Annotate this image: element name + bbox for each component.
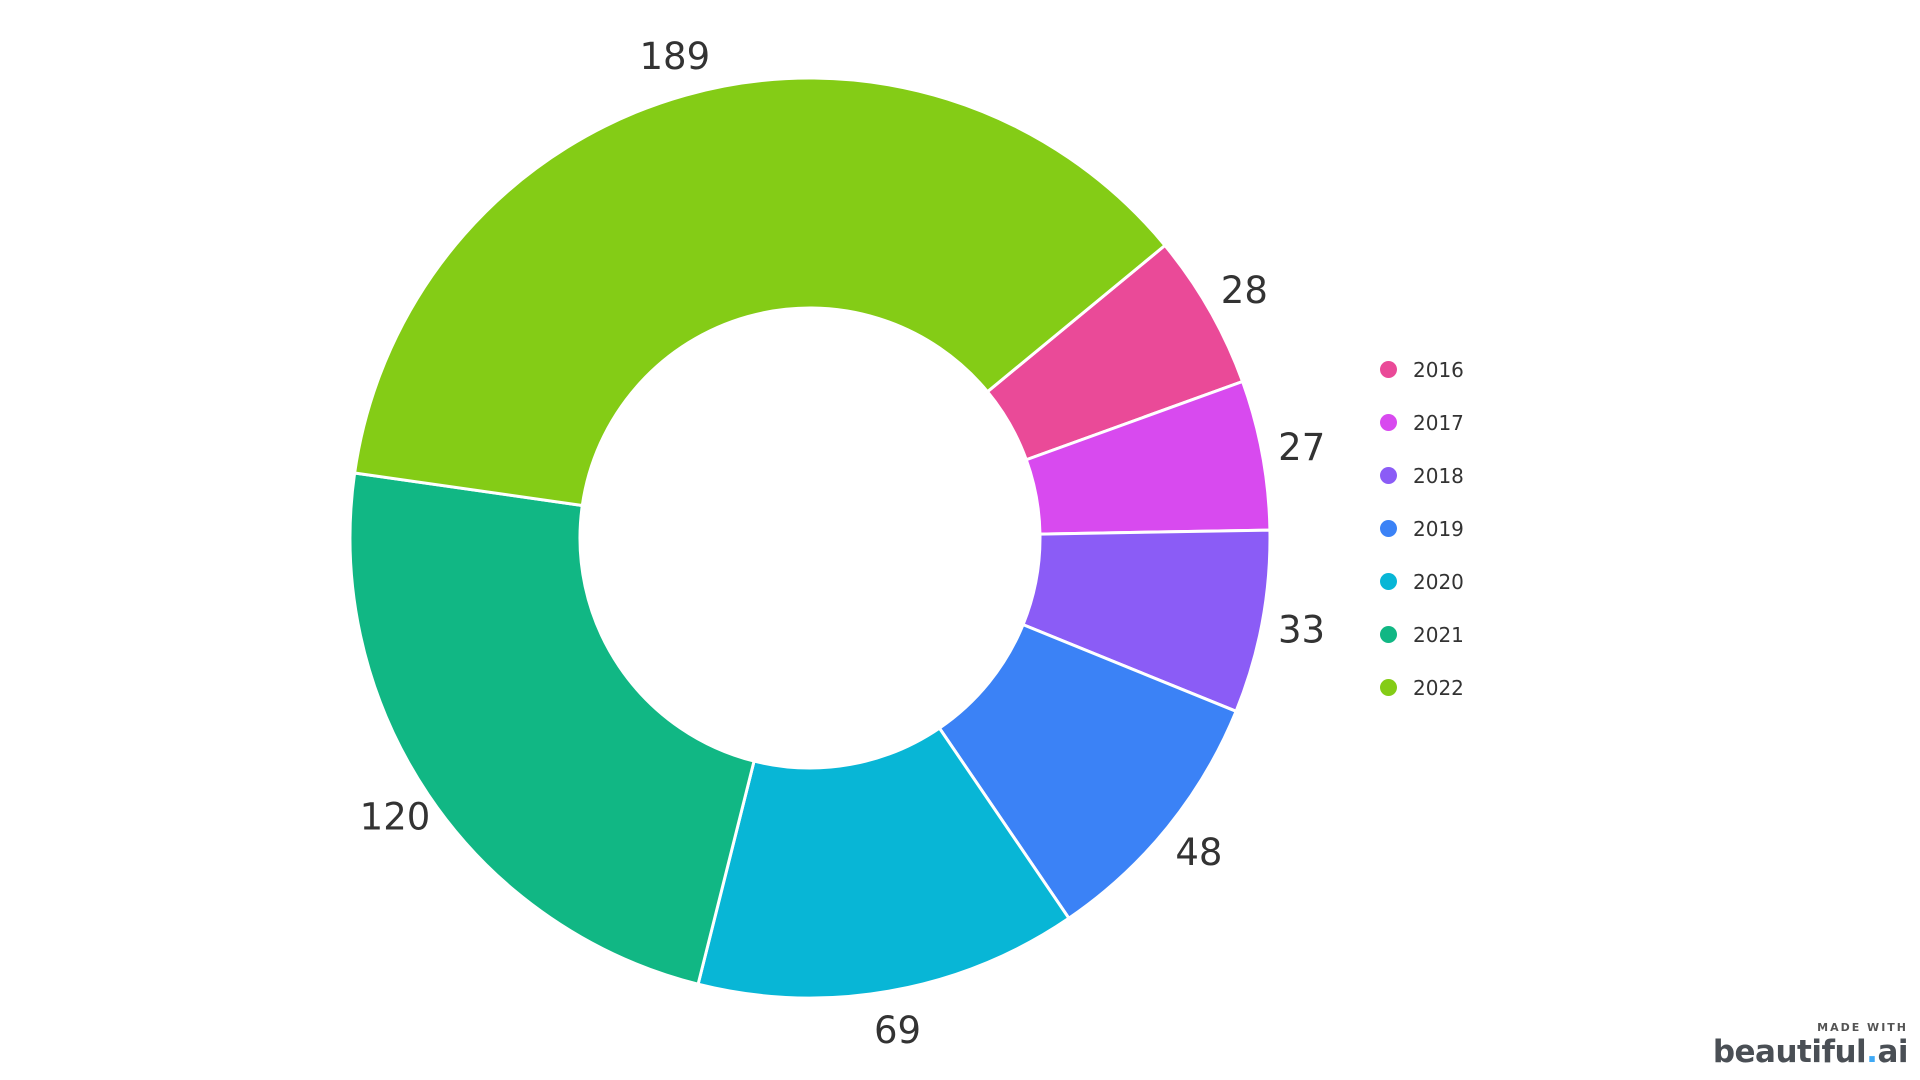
slices-layer	[348, 76, 1272, 1000]
legend-swatch-2017	[1380, 414, 1397, 431]
legend-swatch-2020	[1380, 573, 1397, 590]
legend-item-2016: 2016	[1380, 343, 1464, 396]
data-label-2020: 69	[874, 1009, 921, 1052]
slice-2020	[696, 726, 1071, 1000]
data-label-2021: 120	[360, 795, 431, 838]
made-with-beautiful-ai-logo: MADE WITH beautiful.ai	[1712, 1021, 1909, 1070]
data-label-2018: 33	[1278, 608, 1325, 651]
wordmark-dot: .	[1866, 1034, 1878, 1070]
wordmark-main: beautiful	[1712, 1034, 1867, 1070]
data-label-2016: 28	[1221, 269, 1268, 312]
legend-label-2017: 2017	[1413, 410, 1464, 435]
beautiful-ai-wordmark: beautiful.ai	[1712, 1034, 1909, 1070]
legend-item-2021: 2021	[1380, 608, 1464, 661]
legend-swatch-2019	[1380, 520, 1397, 537]
legend-item-2019: 2019	[1380, 502, 1464, 555]
data-label-2019: 48	[1175, 831, 1222, 874]
legend-label-2019: 2019	[1413, 516, 1464, 541]
data-label-2017: 27	[1278, 426, 1325, 469]
legend-swatch-2016	[1380, 361, 1397, 378]
slice-2022	[353, 76, 1167, 507]
data-label-2022: 189	[639, 35, 710, 78]
legend-swatch-2021	[1380, 626, 1397, 643]
legend-label-2020: 2020	[1413, 569, 1464, 594]
legend: 2016 2017 2018 2019 2020 2021 2022	[1380, 343, 1464, 714]
wordmark-tail: ai	[1877, 1034, 1908, 1070]
legend-item-2020: 2020	[1380, 555, 1464, 608]
legend-label-2022: 2022	[1413, 675, 1464, 700]
legend-swatch-2022	[1380, 679, 1397, 696]
data-labels-layer: 28 27 33 48 69 120 189	[360, 35, 1326, 1052]
legend-label-2021: 2021	[1413, 622, 1464, 647]
legend-label-2016: 2016	[1413, 357, 1464, 382]
made-with-text: MADE WITH	[1817, 1021, 1908, 1034]
legend-item-2022: 2022	[1380, 661, 1464, 714]
legend-label-2018: 2018	[1413, 463, 1464, 488]
legend-swatch-2018	[1380, 467, 1397, 484]
slice-2021	[348, 471, 756, 986]
legend-item-2018: 2018	[1380, 449, 1464, 502]
slice-2019	[937, 623, 1238, 920]
legend-item-2017: 2017	[1380, 396, 1464, 449]
